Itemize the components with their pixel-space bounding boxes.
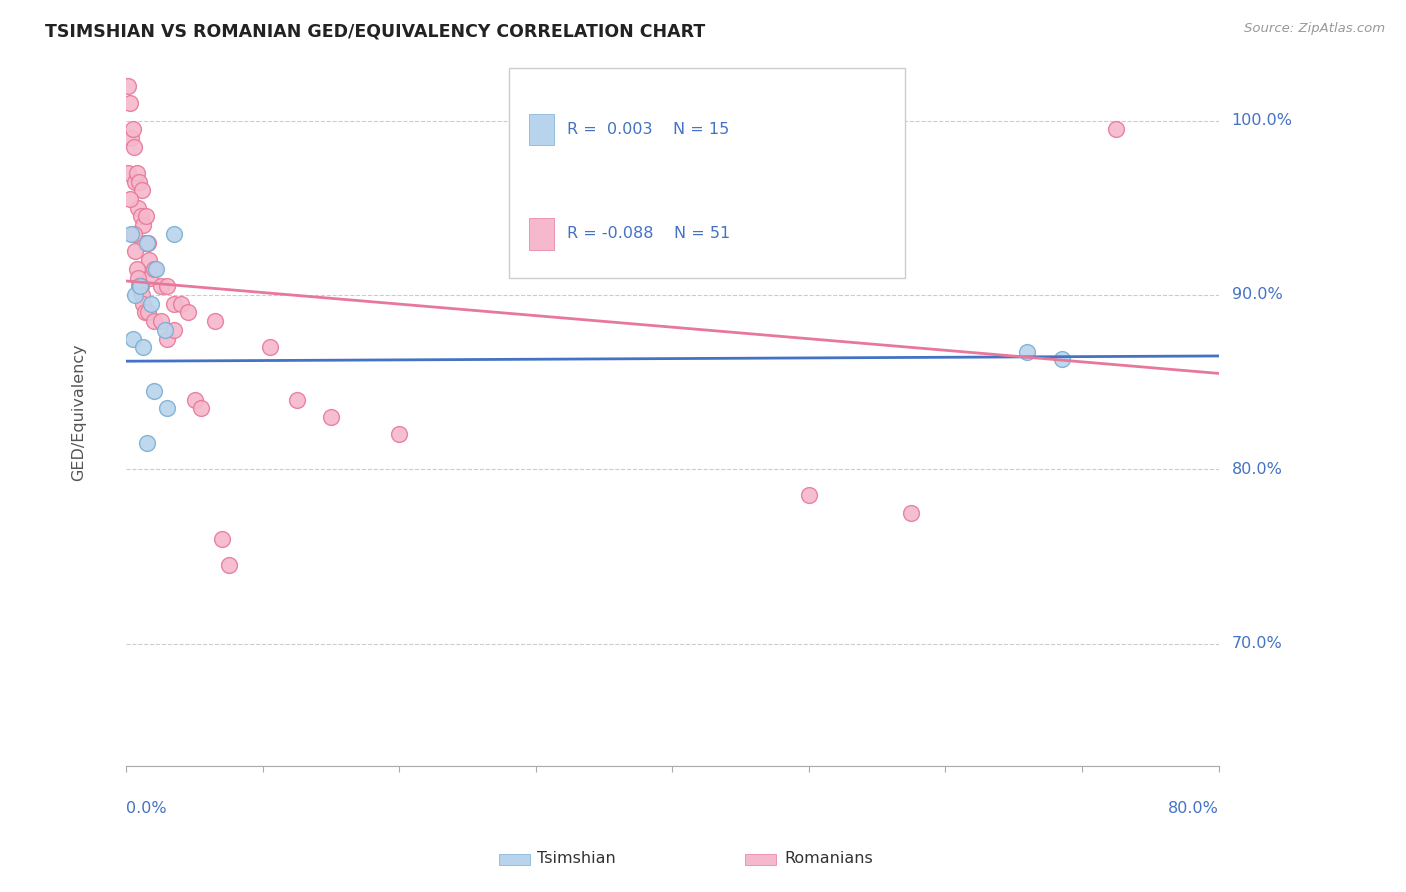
Point bbox=[139, 270, 162, 285]
Text: Romanians: Romanians bbox=[785, 852, 873, 866]
Point bbox=[259, 340, 281, 354]
Point bbox=[388, 427, 411, 442]
Point bbox=[321, 409, 343, 424]
Text: R = -0.088    N = 51: R = -0.088 N = 51 bbox=[568, 227, 731, 242]
Point bbox=[128, 279, 150, 293]
Text: 0.0%: 0.0% bbox=[127, 800, 167, 815]
Point bbox=[135, 235, 157, 250]
Point bbox=[129, 279, 152, 293]
Bar bbox=[529, 219, 554, 250]
Point bbox=[138, 253, 160, 268]
Point bbox=[163, 323, 186, 337]
Point bbox=[117, 78, 139, 93]
Point bbox=[156, 279, 179, 293]
Point bbox=[117, 166, 139, 180]
Text: Tsimshian: Tsimshian bbox=[537, 852, 616, 866]
Text: 80.0%: 80.0% bbox=[1167, 800, 1219, 815]
Point bbox=[139, 296, 162, 310]
Point bbox=[134, 305, 156, 319]
Point bbox=[121, 122, 143, 136]
Point bbox=[135, 436, 157, 450]
Point bbox=[124, 244, 146, 259]
Point bbox=[177, 305, 200, 319]
Point bbox=[127, 270, 149, 285]
Point bbox=[124, 175, 146, 189]
Point bbox=[122, 227, 145, 241]
Point bbox=[132, 218, 155, 232]
Point bbox=[153, 323, 176, 337]
Point bbox=[135, 210, 157, 224]
Point bbox=[129, 279, 152, 293]
Point bbox=[163, 227, 186, 241]
Point bbox=[127, 201, 149, 215]
Point bbox=[122, 332, 145, 346]
Text: R =  0.003    N = 15: R = 0.003 N = 15 bbox=[568, 122, 730, 136]
Text: TSIMSHIAN VS ROMANIAN GED/EQUIVALENCY CORRELATION CHART: TSIMSHIAN VS ROMANIAN GED/EQUIVALENCY CO… bbox=[45, 22, 706, 40]
Point bbox=[131, 183, 153, 197]
Point bbox=[1050, 352, 1073, 367]
Bar bbox=[529, 113, 554, 145]
Point bbox=[149, 279, 172, 293]
Point bbox=[149, 314, 172, 328]
Point bbox=[125, 166, 148, 180]
Point bbox=[129, 210, 152, 224]
Text: 80.0%: 80.0% bbox=[1232, 462, 1282, 477]
Point bbox=[156, 332, 179, 346]
Point bbox=[163, 296, 186, 310]
Point bbox=[120, 131, 142, 145]
Point bbox=[120, 227, 142, 241]
Point bbox=[190, 401, 212, 416]
Point bbox=[136, 235, 159, 250]
Text: 70.0%: 70.0% bbox=[1232, 636, 1282, 651]
Point bbox=[1017, 345, 1039, 359]
Point bbox=[211, 532, 233, 546]
Point bbox=[136, 305, 159, 319]
Bar bbox=[509, 69, 904, 277]
Point bbox=[142, 314, 165, 328]
Point bbox=[128, 175, 150, 189]
Point bbox=[218, 558, 240, 573]
Point bbox=[900, 506, 922, 520]
Point bbox=[156, 401, 179, 416]
Point bbox=[132, 340, 155, 354]
Point bbox=[122, 140, 145, 154]
Point bbox=[131, 288, 153, 302]
Point bbox=[183, 392, 205, 407]
Point bbox=[1105, 122, 1128, 136]
Point bbox=[797, 488, 820, 502]
Point bbox=[204, 314, 226, 328]
Point bbox=[142, 261, 165, 276]
Point bbox=[145, 261, 167, 276]
Text: GED/Equivalency: GED/Equivalency bbox=[72, 343, 86, 482]
Text: 100.0%: 100.0% bbox=[1232, 113, 1292, 128]
Text: 90.0%: 90.0% bbox=[1232, 287, 1282, 302]
Point bbox=[142, 384, 165, 398]
Point bbox=[125, 261, 148, 276]
Point bbox=[118, 96, 141, 111]
Point bbox=[285, 392, 308, 407]
Point bbox=[134, 235, 156, 250]
Point bbox=[170, 296, 193, 310]
Text: Source: ZipAtlas.com: Source: ZipAtlas.com bbox=[1244, 22, 1385, 36]
Point bbox=[124, 288, 146, 302]
Point bbox=[132, 296, 155, 310]
Point bbox=[118, 192, 141, 206]
